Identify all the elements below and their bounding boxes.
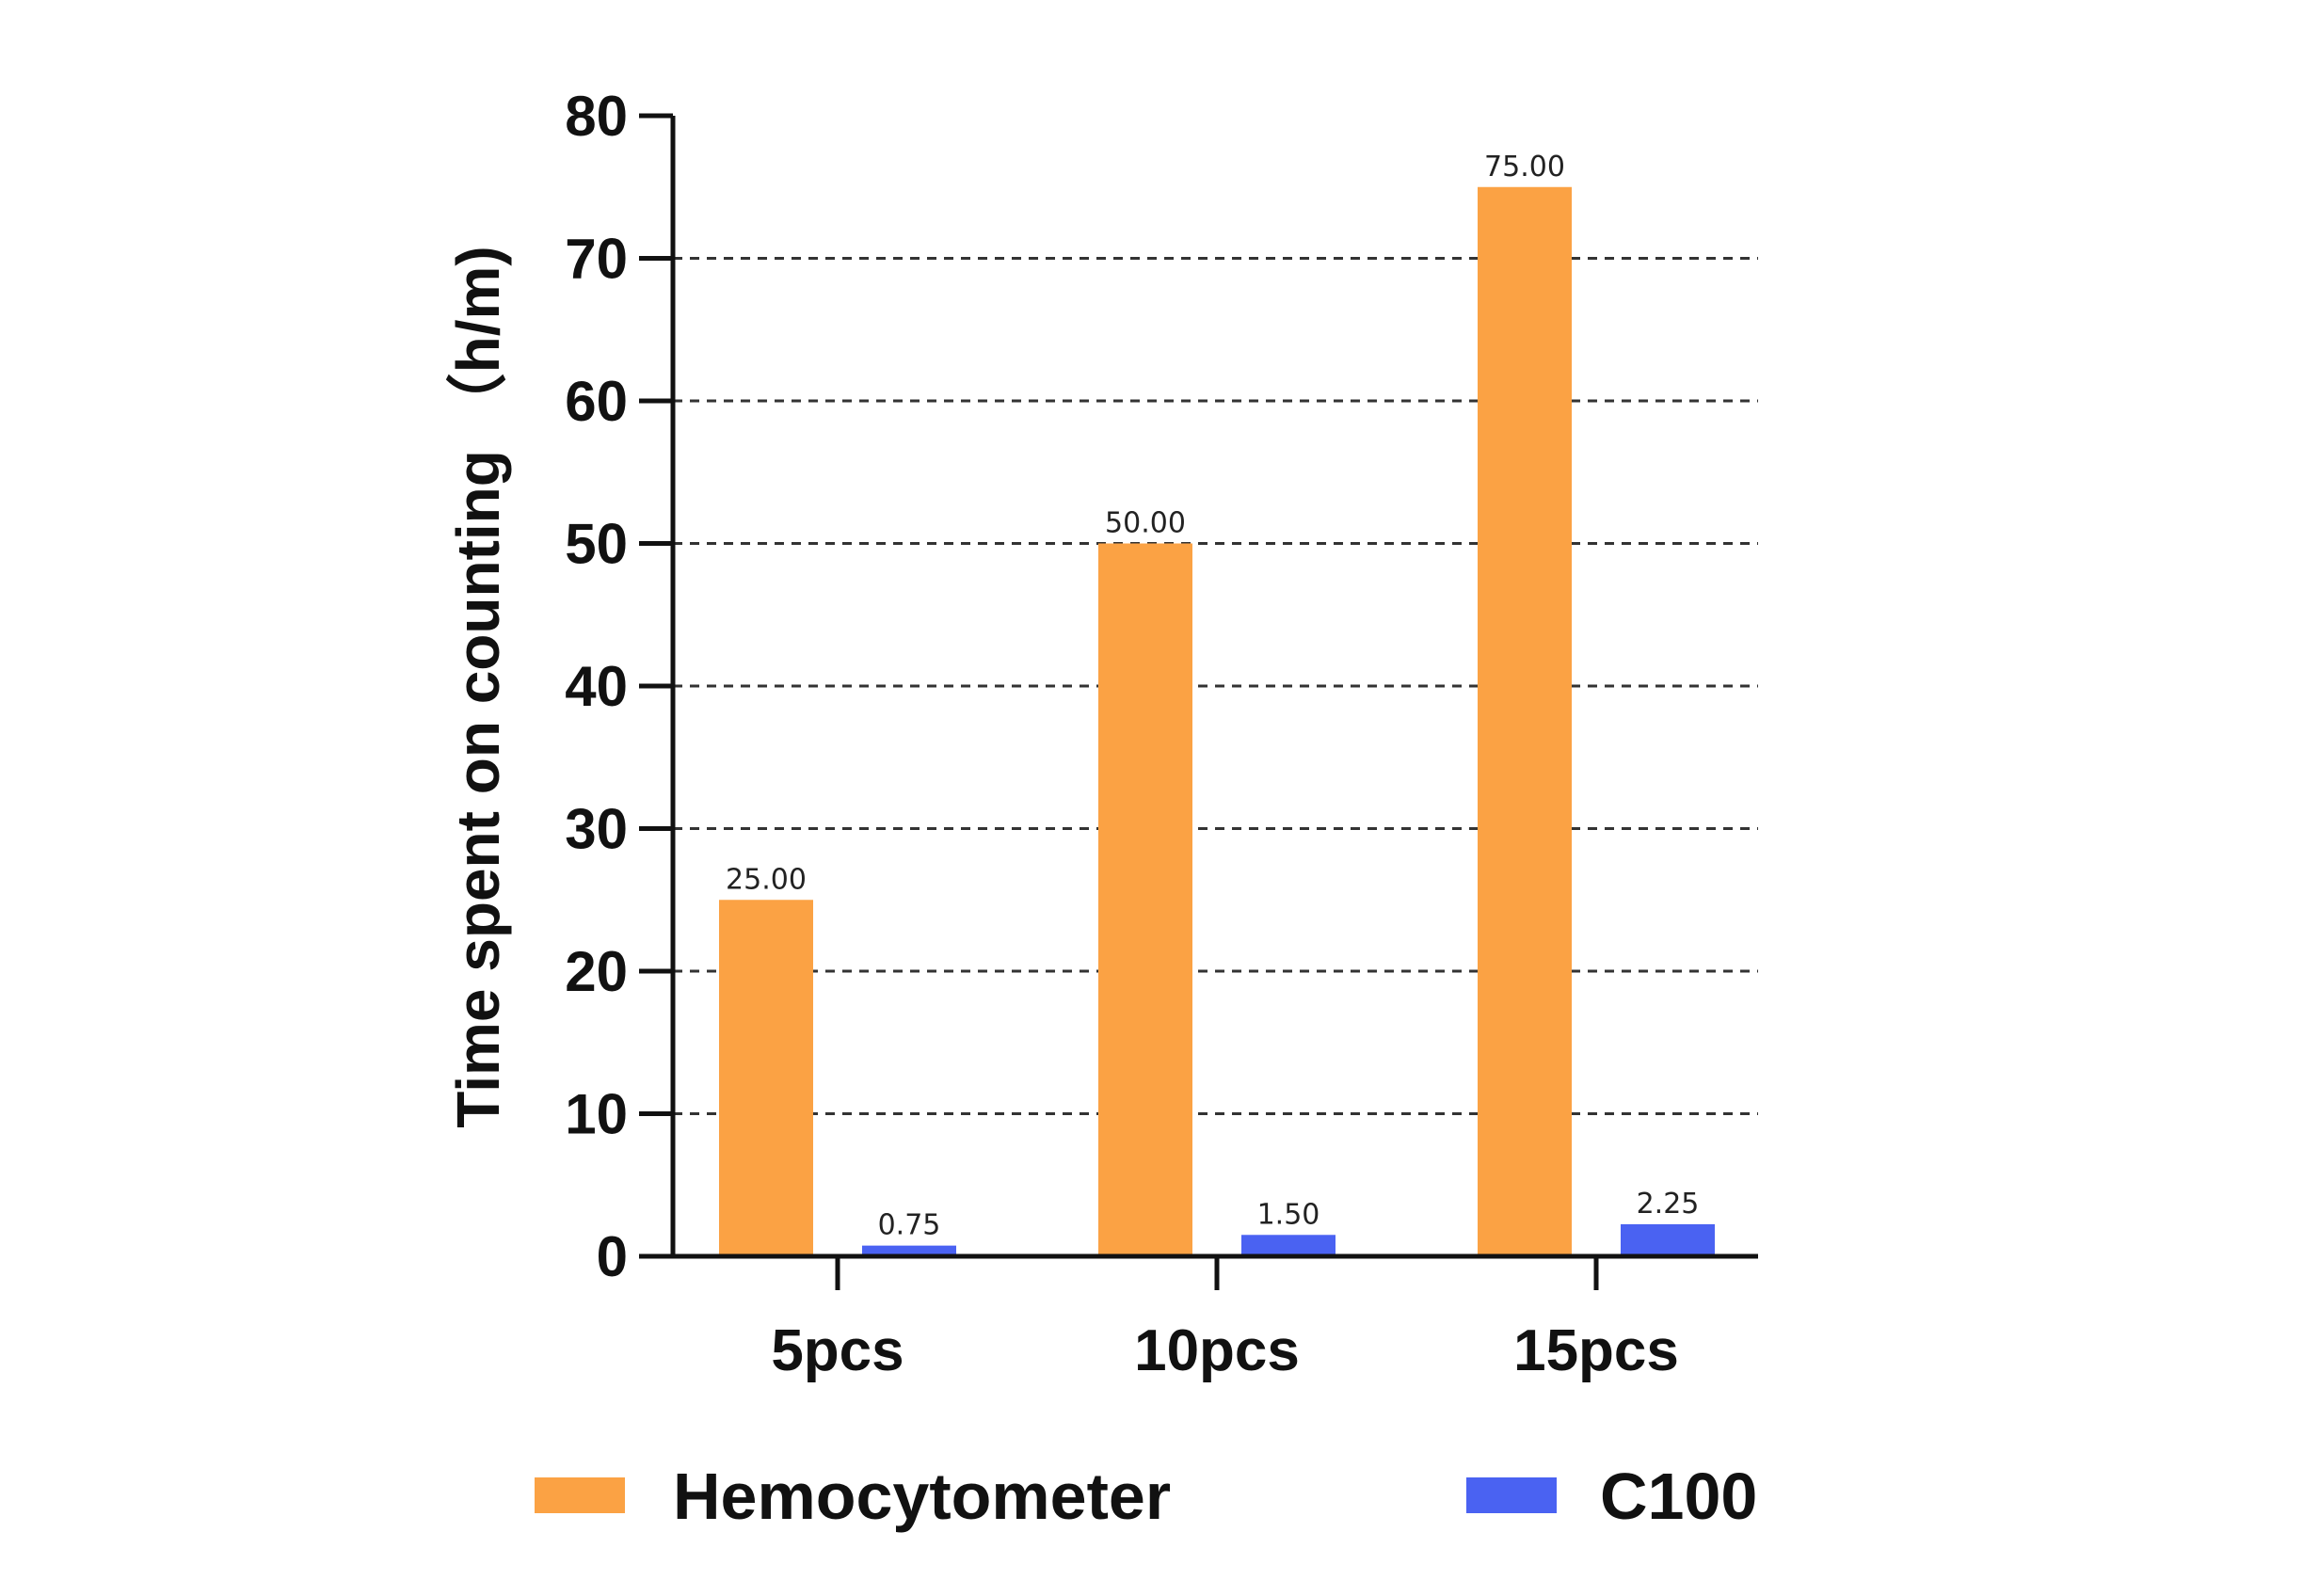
bar-c100-5pcs: [862, 1245, 956, 1256]
legend-swatch-hemocytometer: [535, 1477, 625, 1513]
data-label-hemocytometer-10pcs: 50.00: [1105, 507, 1186, 540]
y-tick-label-0: 0: [597, 1225, 628, 1288]
x-tick-label-10pcs: 10pcs: [1134, 1318, 1300, 1383]
bar-c100-15pcs: [1621, 1223, 1715, 1256]
y-tick-label-40: 40: [565, 655, 628, 718]
x-tick-label-5pcs: 5pcs: [771, 1318, 904, 1383]
data-labels: 25.00 50.00 75.00 0.75 1.50 2.25: [726, 151, 1699, 1242]
y-tick-label-80: 80: [565, 85, 628, 148]
y-tick-label-70: 70: [565, 228, 628, 291]
legend-label-hemocytometer: Hemocytometer: [673, 1460, 1171, 1533]
data-label-hemocytometer-5pcs: 25.00: [726, 863, 807, 896]
bar-hemocytometer-15pcs: [1478, 186, 1572, 1256]
y-axis-title: Time spent on counting （h/m): [444, 246, 512, 1127]
x-tick-label-15pcs: 15pcs: [1513, 1318, 1679, 1383]
y-tick-label-10: 10: [565, 1083, 628, 1146]
y-axis-title-group: Time spent on counting （h/m): [444, 246, 512, 1127]
data-label-hemocytometer-15pcs: 75.00: [1484, 151, 1565, 184]
axes: 0 10 20 30 40 50 60 70 80 5pcs 10pcs 15pcs: [565, 85, 1758, 1383]
bar-hemocytometer-5pcs: [719, 900, 813, 1256]
data-label-c100-15pcs: 2.25: [1637, 1188, 1700, 1221]
data-label-c100-10pcs: 1.50: [1257, 1198, 1320, 1231]
bar-hemocytometer-10pcs: [1098, 543, 1192, 1256]
gridlines: [673, 257, 1758, 1115]
data-label-c100-5pcs: 0.75: [878, 1209, 941, 1242]
y-tick-label-60: 60: [565, 370, 628, 433]
legend-swatch-c100: [1466, 1477, 1557, 1513]
legend-label-c100: C100: [1600, 1460, 1757, 1533]
bar-c100-10pcs: [1241, 1235, 1335, 1256]
y-tick-label-50: 50: [565, 513, 628, 576]
bars: [719, 186, 1715, 1256]
y-tick-label-20: 20: [565, 940, 628, 1003]
y-tick-label-30: 30: [565, 798, 628, 861]
legend: Hemocytometer C100: [535, 1460, 1757, 1533]
